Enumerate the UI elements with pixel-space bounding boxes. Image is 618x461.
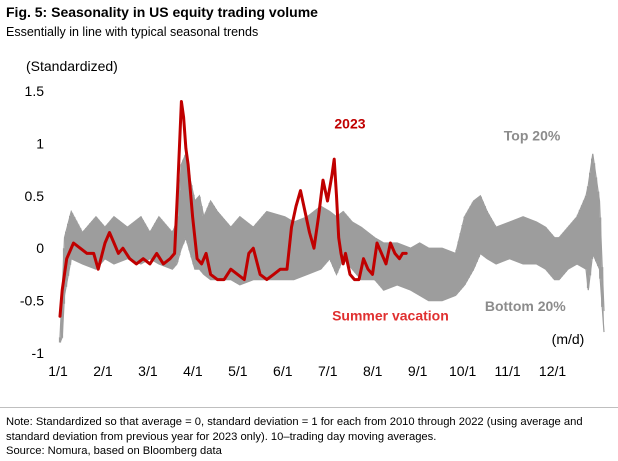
footnote: Note: Standardized so that average = 0, …: [6, 416, 583, 443]
annotation-label: 2023: [334, 116, 365, 132]
top-20-edge: [59, 151, 605, 338]
chart-subtitle: Essentially in line with typical seasona…: [6, 25, 259, 39]
x-tick-label: 11/1: [494, 363, 520, 379]
x-axis-ticks: 1/1 2/1 3/1 4/1 5/1 6/1 7/1 8/1 9/1 10/1 11/1 12/1: [48, 363, 566, 379]
y-tick-label: -0.5: [20, 293, 44, 309]
x-tick-label: 4/1: [183, 363, 203, 379]
line-2023: [58, 100, 408, 318]
x-tick-label: 5/1: [228, 363, 248, 379]
annotation-label: Summer vacation: [332, 308, 449, 324]
x-axis-label: (m/d): [552, 331, 585, 347]
annotation-label: Bottom 20%: [485, 298, 566, 314]
x-tick-label: 3/1: [138, 363, 158, 379]
y-tick-label: 1: [36, 135, 44, 151]
y-tick-label: -1: [32, 345, 45, 361]
annotations: 2023 Top 20% Summer vacation Bottom 20%: [332, 116, 566, 324]
x-tick-label: 9/1: [408, 363, 428, 379]
y-tick-label: 0: [36, 240, 44, 256]
x-tick-label: 10/1: [449, 363, 476, 379]
y-tick-label: 1.5: [25, 83, 45, 99]
divider: [0, 407, 618, 408]
seasonal-band: [58, 151, 605, 343]
y-axis-ticks: -1 -0.5 0 0.5 1 1.5: [20, 83, 44, 361]
y-tick-label: 0.5: [25, 188, 45, 204]
x-tick-label: 7/1: [318, 363, 338, 379]
x-tick-label: 8/1: [363, 363, 383, 379]
band-stripes: [58, 154, 604, 343]
annotation-label: Top 20%: [504, 127, 561, 143]
x-tick-label: 12/1: [539, 363, 566, 379]
y-axis-label: (Standardized): [26, 58, 118, 74]
seasonality-chart: -1 -0.5 0 0.5 1 1.5 1/1 2/1 3/1 4/1 5/1 6/1 7/1 8/1 9…: [20, 83, 605, 379]
source-note: Source: Nomura, based on Bloomberg data: [6, 445, 222, 457]
series-2023: [58, 100, 408, 318]
x-tick-label: 6/1: [273, 363, 293, 379]
bottom-20-edge: [59, 235, 605, 343]
chart-title: Fig. 5: Seasonality in US equity trading…: [6, 4, 318, 20]
x-tick-label: 1/1: [48, 363, 68, 379]
x-tick-label: 2/1: [93, 363, 113, 379]
